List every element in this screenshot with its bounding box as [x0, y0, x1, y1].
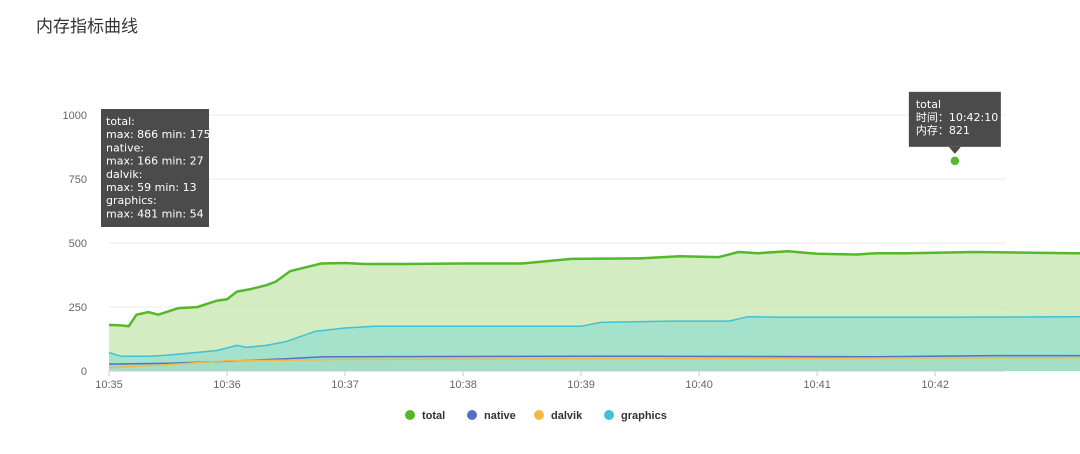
- y-tick-label: 750: [69, 174, 87, 186]
- x-tick-label: 10:40: [685, 379, 713, 391]
- series-layer: [108, 149, 1080, 371]
- legend-item-dalvik[interactable]: dalvik: [534, 410, 583, 422]
- hover-tooltip-line: 时间：10:42:10: [916, 111, 998, 124]
- hover-tooltip-line: total: [916, 98, 941, 111]
- y-tick-label: 250: [69, 302, 87, 314]
- summary-tooltip-line: graphics:: [106, 194, 157, 207]
- series-line-graphics[interactable]: [108, 248, 1080, 357]
- legend-item-total[interactable]: total: [405, 410, 445, 422]
- legend-marker: [467, 410, 477, 420]
- legend-layer: total native dalvik graphics: [405, 410, 667, 422]
- summary-tooltip-line: dalvik:: [106, 168, 142, 181]
- legend-label: total: [422, 410, 445, 422]
- y-tick-label: 1000: [63, 110, 87, 122]
- summary-tooltip-line: max: 59 min: 13: [106, 181, 197, 194]
- legend-label: native: [484, 410, 516, 422]
- summary-tooltip-box: [101, 109, 209, 227]
- hover-tooltip-line: 内存：821: [916, 123, 970, 137]
- x-tick-label: 10:38: [449, 379, 477, 391]
- x-tick-label: 10:36: [213, 379, 241, 391]
- legend-item-native[interactable]: native: [467, 410, 516, 422]
- y-tick-label: 0: [81, 366, 87, 378]
- x-tick-label: 10:41: [803, 379, 831, 391]
- hover-tooltip-arrow: [948, 146, 961, 154]
- legend-label: dalvik: [551, 410, 583, 422]
- hover-tooltip-box: [908, 91, 1001, 147]
- summary-tooltip-line: max: 866 min: 175: [106, 128, 211, 141]
- summary-tooltip-line: total:: [106, 115, 135, 128]
- series-line-total[interactable]: [108, 149, 1080, 328]
- x-tick-label: 10:35: [95, 379, 123, 391]
- x-tick-label: 10:42: [921, 379, 949, 391]
- legend-marker: [534, 410, 544, 420]
- legend-marker: [405, 410, 415, 420]
- summary-tooltip-line: max: 166 min: 27: [106, 155, 204, 168]
- summary-tooltip-line: native:: [106, 141, 144, 154]
- series-line-native[interactable]: [108, 329, 1080, 365]
- legend-item-graphics[interactable]: graphics: [604, 410, 667, 422]
- x-tick-label: 10:39: [567, 379, 595, 391]
- legend-marker: [604, 410, 614, 420]
- y-tick-label: 500: [69, 238, 87, 250]
- x-tick-label: 10:37: [331, 379, 359, 391]
- axis-layer: 0 250 500 750 1000 10:35 10:36 10:37 10:38 10:39 1…: [63, 110, 1006, 391]
- legend-label: graphics: [621, 410, 667, 422]
- summary-tooltip-line: max: 481 min: 54: [106, 207, 204, 220]
- page-title: 内存指标曲线: [36, 17, 138, 37]
- highlight-point[interactable]: [949, 155, 961, 167]
- series-line-dalvik[interactable]: [108, 356, 1080, 369]
